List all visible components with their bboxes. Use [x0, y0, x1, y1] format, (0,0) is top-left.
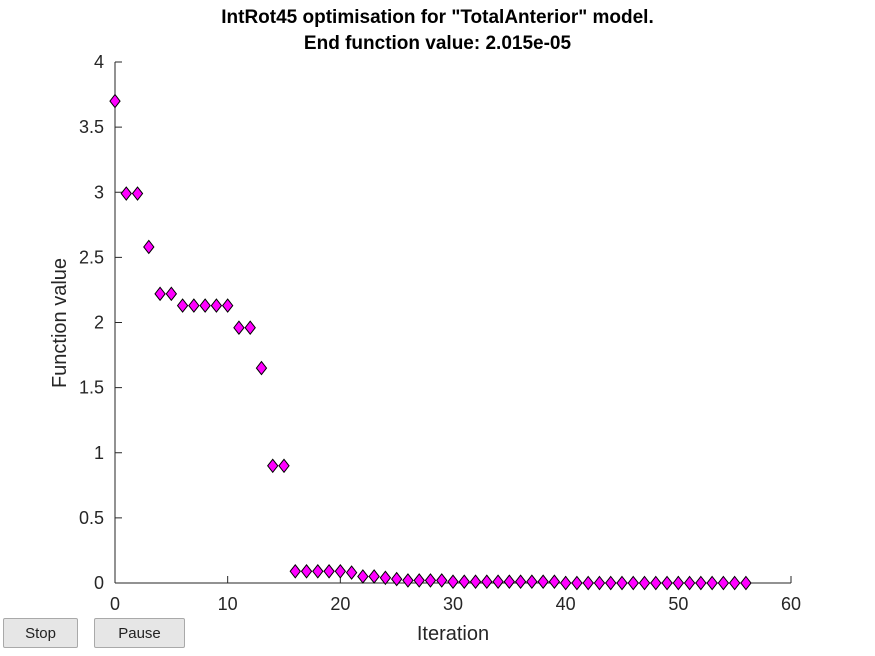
y-tick-label: 1.5: [79, 378, 104, 398]
data-point: [514, 574, 527, 590]
data-point: [368, 569, 380, 584]
data-point: [436, 573, 448, 588]
y-tick-label: 4: [94, 52, 104, 72]
data-point: [503, 574, 516, 590]
data-point: [357, 569, 369, 584]
data-point: [402, 573, 414, 588]
data-point: [221, 298, 234, 313]
data-point: [390, 571, 403, 587]
data-point: [312, 563, 324, 579]
data-point: [605, 575, 617, 591]
data-point: [717, 575, 730, 591]
data-point: [278, 458, 290, 474]
data-point: [379, 570, 392, 586]
y-tick-label: 0.5: [79, 508, 104, 528]
x-axis-label: Iteration: [417, 623, 489, 645]
pause-button[interactable]: Pause: [94, 618, 185, 648]
data-point: [143, 239, 155, 255]
data-point: [548, 574, 561, 590]
data-point: [244, 320, 256, 336]
y-tick-label: 2: [94, 313, 104, 333]
data-point: [131, 186, 144, 201]
data-point: [740, 575, 752, 591]
data-point: [537, 574, 549, 590]
data-point: [481, 574, 493, 590]
data-point: [345, 565, 358, 580]
data-point: [199, 298, 211, 313]
stop-button[interactable]: Stop: [3, 618, 78, 648]
data-point: [627, 575, 639, 591]
x-tick-label: 40: [556, 594, 576, 614]
data-point: [695, 575, 707, 591]
data-point: [672, 575, 685, 591]
y-tick-label: 3: [94, 182, 104, 202]
y-axis-label: Function value: [49, 258, 71, 388]
chart-title-line1: IntRot45 optimisation for "TotalAnterior…: [221, 7, 654, 28]
data-point: [300, 563, 313, 579]
y-tick-label: 1: [94, 443, 104, 463]
data-point: [188, 298, 200, 313]
data-point: [323, 563, 335, 579]
data-point: [728, 575, 741, 591]
y-tick-label: 2.5: [79, 247, 104, 267]
data-point: [469, 574, 482, 590]
data-point: [413, 573, 425, 588]
data-point: [661, 575, 673, 591]
data-point: [559, 575, 572, 591]
x-tick-label: 50: [668, 594, 688, 614]
data-point: [593, 575, 606, 591]
data-point: [424, 573, 437, 588]
data-point: [582, 575, 594, 591]
data-point: [233, 320, 245, 336]
data-point: [616, 575, 628, 591]
x-tick-label: 10: [218, 594, 238, 614]
data-point: [706, 575, 718, 591]
data-point: [650, 575, 662, 591]
x-tick-label: 20: [330, 594, 350, 614]
data-point: [638, 575, 651, 591]
x-tick-label: 60: [781, 594, 801, 614]
y-tick-label: 0: [94, 573, 104, 593]
chart-title-line2: End function value: 2.015e-05: [303, 33, 572, 54]
data-point: [447, 574, 459, 590]
data-point: [210, 298, 223, 313]
data-markers: [109, 93, 752, 591]
data-point: [255, 360, 268, 376]
axes: 0 10 20 30 40 50 60 0 0.5 1 1.5 2 2.5 3 3.5 4: [79, 52, 801, 614]
data-point: [176, 298, 189, 313]
y-tick-label: 3.5: [79, 117, 104, 137]
data-point: [492, 574, 504, 590]
data-point: [334, 563, 347, 579]
x-tick-label: 30: [443, 594, 463, 614]
data-point: [289, 563, 301, 579]
data-point: [165, 286, 178, 302]
data-point: [154, 286, 166, 302]
data-point: [109, 93, 121, 109]
data-point: [526, 574, 538, 590]
data-point: [267, 458, 279, 474]
data-point: [571, 575, 583, 591]
data-point: [120, 186, 132, 201]
x-tick-label: 0: [110, 594, 120, 614]
data-point: [683, 575, 696, 591]
data-point: [458, 574, 470, 590]
